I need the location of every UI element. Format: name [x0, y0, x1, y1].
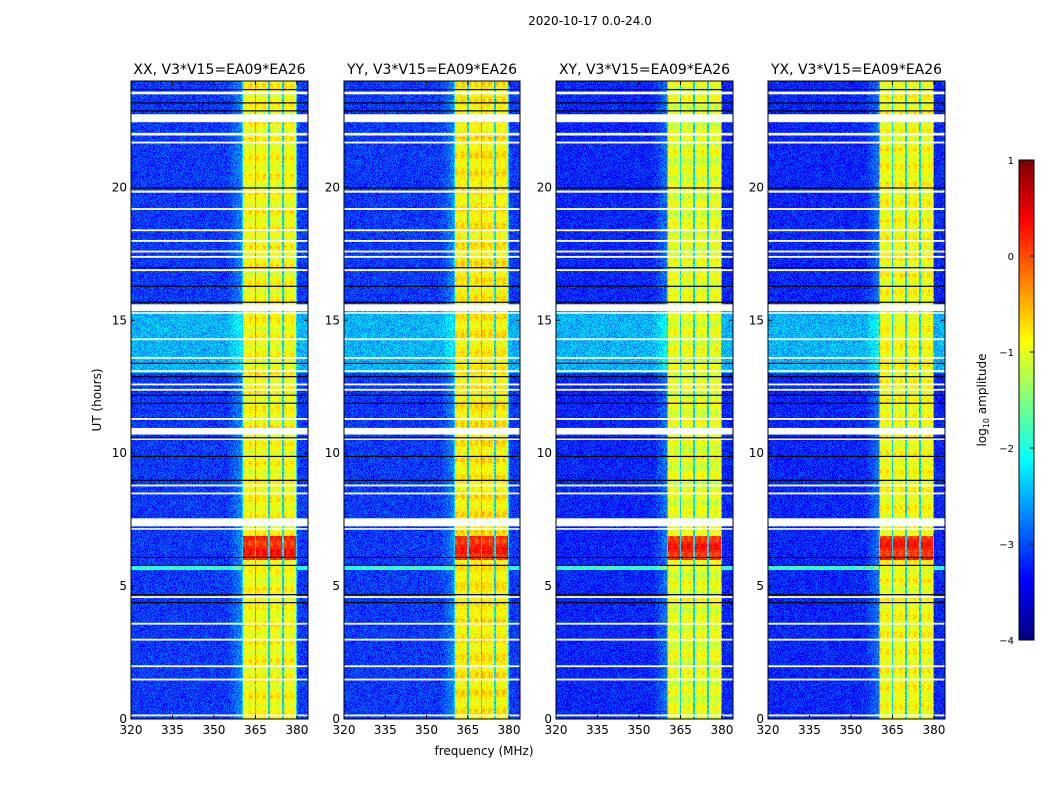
y-tick-label: 5 — [332, 579, 340, 593]
panel-frame — [767, 80, 946, 720]
y-tick-label: 0 — [544, 712, 552, 726]
x-tick-label: 335 — [586, 723, 609, 737]
panel-title: XX, V3*V15=EA09*EA26 — [133, 62, 305, 78]
colorbar-label: log10 amplitude — [975, 354, 991, 447]
x-axis-label: frequency (MHz) — [434, 744, 533, 758]
y-tick-label: 15 — [325, 313, 340, 327]
waterfall-panel-yx — [768, 81, 945, 719]
waterfall-panel-xx — [131, 81, 308, 719]
panel-frame — [343, 80, 521, 720]
x-tick-label: 350 — [840, 723, 863, 737]
x-tick-label: 335 — [798, 723, 821, 737]
x-tick-label: 320 — [545, 723, 568, 737]
x-tick-label: 380 — [710, 723, 733, 737]
x-tick-label: 320 — [757, 723, 780, 737]
y-tick-label: 20 — [749, 180, 764, 194]
y-tick-label: 10 — [325, 446, 340, 460]
y-tick-label: 15 — [537, 313, 552, 327]
x-tick-label: 350 — [203, 723, 226, 737]
y-tick-label: 10 — [749, 446, 764, 460]
y-tick-label: 5 — [119, 579, 127, 593]
colorbar-tick-label: −1 — [999, 348, 1014, 359]
colorbar — [1019, 160, 1034, 640]
x-tick-label: 365 — [669, 723, 692, 737]
x-tick-label: 350 — [415, 723, 438, 737]
x-tick-label: 380 — [498, 723, 521, 737]
y-tick-label: 0 — [756, 712, 764, 726]
x-tick-label: 350 — [628, 723, 651, 737]
y-axis-label: UT (hours) — [90, 368, 104, 431]
waterfall-panel-xy — [556, 81, 733, 719]
colorbar-tick-label: −3 — [999, 540, 1014, 551]
panel-frame — [130, 80, 309, 720]
x-tick-label: 365 — [881, 723, 904, 737]
y-tick-label: 20 — [325, 180, 340, 194]
colorbar-tick-label: 0 — [1008, 252, 1014, 263]
y-tick-label: 5 — [544, 579, 552, 593]
x-tick-label: 335 — [161, 723, 184, 737]
colorbar-tick-label: 1 — [1008, 156, 1014, 167]
y-tick-label: 0 — [119, 712, 127, 726]
colorbar-tick-label: −4 — [999, 636, 1014, 647]
y-tick-label: 10 — [112, 446, 127, 460]
x-tick-label: 320 — [333, 723, 356, 737]
colorbar-frame — [1018, 159, 1035, 641]
x-tick-label: 365 — [244, 723, 267, 737]
x-tick-label: 380 — [285, 723, 308, 737]
x-tick-label: 380 — [922, 723, 945, 737]
panel-title: XY, V3*V15=EA09*EA26 — [559, 62, 730, 78]
y-tick-label: 15 — [749, 313, 764, 327]
y-tick-label: 0 — [332, 712, 340, 726]
y-tick-label: 20 — [537, 180, 552, 194]
colorbar-tick-label: −2 — [999, 444, 1014, 455]
panel-title: YY, V3*V15=EA09*EA26 — [346, 62, 517, 78]
x-tick-label: 365 — [456, 723, 479, 737]
y-tick-label: 15 — [112, 313, 127, 327]
x-tick-label: 320 — [120, 723, 143, 737]
figure-title: 2020-10-17 0.0-24.0 — [528, 14, 652, 28]
x-tick-label: 335 — [374, 723, 397, 737]
waterfall-panel-yy — [344, 81, 520, 719]
panel-frame — [555, 80, 734, 720]
y-tick-label: 20 — [112, 180, 127, 194]
panel-title: YX, V3*V15=EA09*EA26 — [770, 62, 942, 78]
y-tick-label: 5 — [756, 579, 764, 593]
y-tick-label: 10 — [537, 446, 552, 460]
